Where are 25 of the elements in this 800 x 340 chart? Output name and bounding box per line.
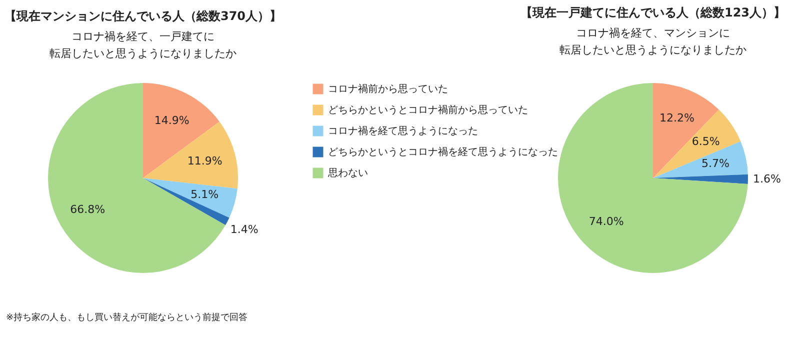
pie-slice xyxy=(143,178,238,218)
chart-title: 【現在マンションに住んでいる人（総数370人）】 xyxy=(4,9,282,24)
data-label: 66.8% xyxy=(70,203,106,216)
data-label: 1.6% xyxy=(753,172,781,186)
data-label: 1.4% xyxy=(230,223,258,236)
text: ※持ち家の人も、もし買い替えが可能ならという前提で回答 xyxy=(6,312,248,323)
data-label: 74.0% xyxy=(588,214,624,228)
chart-subtitle: コロナ禍を経て、マンションに転居したいと思うようになりましたか xyxy=(560,26,746,56)
chart-title: 【現在一戸建てに住んでいる人（総数123人）】 xyxy=(520,5,786,20)
data-label: 5.7% xyxy=(702,157,730,170)
pie-slice xyxy=(48,83,226,273)
chart-subtitle: コロナ禍を経て、一戸建てに転居したいと思うようになりましたか xyxy=(50,30,236,60)
data-label: 5.1% xyxy=(190,188,219,202)
data-label: 11.9% xyxy=(187,154,222,168)
data-label: 12.2% xyxy=(659,112,694,125)
legend-label: どちらかというとコロナ禍を経て思うようになった xyxy=(328,146,558,158)
data-label: 6.5% xyxy=(692,134,720,148)
legend-label: コロナ禍前から思っていた xyxy=(328,83,448,95)
legend-label: どちらかというとコロナ禍前から思っていた xyxy=(328,104,528,116)
pie-slice xyxy=(143,178,230,226)
data-label: 14.9% xyxy=(154,114,190,127)
legend-label: コロナ禍を経て思うようになった xyxy=(328,125,478,137)
legend-label: 思わない xyxy=(327,168,368,179)
pie-slice xyxy=(653,110,741,178)
pie-slice xyxy=(558,83,748,273)
